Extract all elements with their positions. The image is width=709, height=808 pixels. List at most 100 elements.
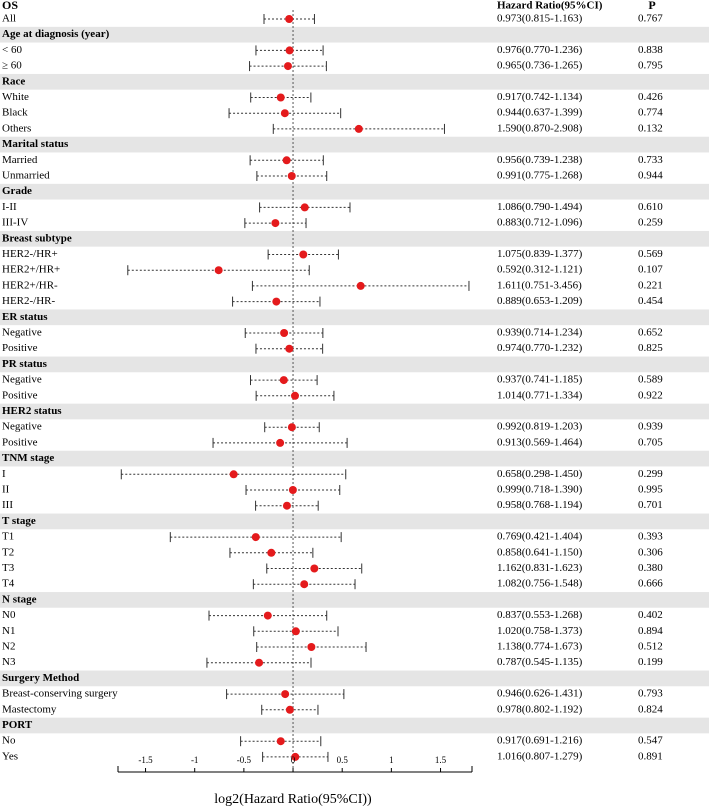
ci-text: 0.939(0.714-1.234) bbox=[497, 327, 583, 339]
row-label: ≥ 60 bbox=[2, 60, 22, 72]
ci-text: 0.858(0.641-1.150) bbox=[497, 546, 583, 558]
row-label: T4 bbox=[2, 578, 15, 590]
ci-text: 0.837(0.553-1.268) bbox=[497, 609, 583, 621]
row-label: HER2+/HR- bbox=[2, 279, 58, 291]
p-value: 0.569 bbox=[638, 248, 663, 260]
group-band bbox=[0, 356, 709, 373]
group-label: Marital status bbox=[2, 138, 69, 150]
hr-point bbox=[276, 93, 285, 102]
row-label: HER2+/HR+ bbox=[2, 264, 60, 276]
ci-text: 0.946(0.626-1.431) bbox=[497, 688, 583, 700]
hr-point bbox=[354, 124, 363, 133]
p-value: 0.795 bbox=[638, 60, 663, 72]
ci-text: 1.086(0.790-1.494) bbox=[497, 201, 583, 213]
hr-point bbox=[285, 344, 294, 353]
p-value: 0.995 bbox=[638, 484, 663, 496]
group-band bbox=[0, 670, 709, 687]
header-ci: Hazard Ratio(95%CI) bbox=[497, 0, 603, 12]
hr-point bbox=[287, 423, 296, 432]
ci-text: 0.956(0.739-1.238) bbox=[497, 154, 583, 166]
ci-text: 0.976(0.770-1.236) bbox=[497, 44, 583, 56]
ci-text: 0.991(0.775-1.268) bbox=[497, 170, 583, 182]
hr-point bbox=[300, 580, 309, 589]
row-label: HER2-/HR+ bbox=[2, 248, 58, 260]
x-tick-label: 1 bbox=[389, 755, 394, 765]
p-value: 0.922 bbox=[638, 389, 663, 401]
p-value: 0.838 bbox=[638, 44, 663, 56]
header-group: OS bbox=[2, 0, 18, 12]
header-p: P bbox=[648, 0, 655, 12]
hr-point bbox=[280, 329, 289, 337]
row-label: T2 bbox=[2, 546, 14, 558]
ci-text: 0.965(0.736-1.265) bbox=[497, 60, 583, 72]
x-tick-label: 1.5 bbox=[435, 755, 447, 765]
hr-point bbox=[280, 109, 289, 118]
hr-point bbox=[267, 548, 276, 557]
hr-point bbox=[285, 46, 294, 55]
group-label: Grade bbox=[2, 185, 32, 197]
p-value: 0.666 bbox=[638, 578, 663, 590]
hr-point bbox=[285, 705, 294, 714]
row-label: No bbox=[2, 735, 16, 747]
group-band bbox=[0, 136, 709, 153]
row-label: Mastectomy bbox=[2, 703, 57, 715]
row-label: Positive bbox=[2, 389, 38, 401]
row-label: III-IV bbox=[2, 217, 28, 229]
x-tick-label: -1 bbox=[191, 755, 199, 765]
x-tick-label: 0.5 bbox=[337, 755, 349, 765]
hr-point bbox=[287, 172, 296, 180]
p-value: 0.199 bbox=[638, 656, 663, 668]
row-label: Negative bbox=[2, 421, 42, 433]
ci-text: 0.978(0.802-1.192) bbox=[497, 703, 583, 715]
row-label: II bbox=[2, 484, 10, 496]
hr-point bbox=[291, 391, 300, 400]
row-label: III bbox=[2, 499, 13, 511]
ci-text: 1.162(0.831-1.623) bbox=[497, 562, 583, 574]
hr-point bbox=[263, 611, 272, 620]
x-tick-label: 0 bbox=[291, 755, 296, 765]
hr-point bbox=[299, 250, 308, 259]
row-label: T3 bbox=[2, 562, 15, 574]
p-value: 0.547 bbox=[638, 735, 663, 747]
hr-point bbox=[291, 627, 300, 636]
ci-text: 1.082(0.756-1.548) bbox=[497, 578, 583, 590]
hr-point bbox=[285, 15, 294, 23]
ci-text: 1.611(0.751-3.456) bbox=[497, 279, 582, 291]
row-label: HER2-/HR- bbox=[2, 295, 56, 307]
row-label: N2 bbox=[2, 641, 15, 653]
row-label: Married bbox=[2, 154, 38, 166]
group-label: HER2 status bbox=[2, 405, 62, 417]
x-axis-label: log2(Hazard Ratio(95%CI)) bbox=[214, 792, 372, 807]
ci-text: 1.138(0.774-1.673) bbox=[497, 641, 583, 653]
group-label: T stage bbox=[2, 515, 36, 527]
hr-point bbox=[291, 752, 300, 761]
p-value: 0.767 bbox=[638, 13, 663, 25]
group-label: TNM stage bbox=[2, 452, 54, 464]
x-tick-label: -0.5 bbox=[237, 755, 252, 765]
group-label: Race bbox=[2, 75, 25, 87]
row-label: T1 bbox=[2, 531, 14, 543]
p-value: 0.512 bbox=[638, 641, 663, 653]
row-label: < 60 bbox=[2, 44, 22, 56]
p-value: 0.132 bbox=[638, 122, 663, 134]
ci-text: 0.913(0.569-1.464) bbox=[497, 436, 583, 448]
hr-point bbox=[356, 281, 365, 290]
row-label: Negative bbox=[2, 374, 42, 386]
p-value: 0.221 bbox=[638, 279, 663, 291]
ci-text: 0.769(0.421-1.404) bbox=[497, 531, 583, 543]
p-value: 0.306 bbox=[638, 546, 663, 558]
hr-point bbox=[282, 156, 291, 165]
group-band bbox=[0, 230, 709, 247]
hr-point bbox=[288, 486, 297, 494]
row-label: N0 bbox=[2, 609, 16, 621]
p-value: 0.299 bbox=[638, 468, 663, 480]
group-band bbox=[0, 73, 709, 90]
hr-point bbox=[214, 266, 223, 275]
row-label: I-II bbox=[2, 201, 17, 213]
hr-point bbox=[271, 219, 280, 228]
hr-point bbox=[272, 297, 281, 306]
group-band bbox=[0, 309, 709, 326]
p-value: 0.393 bbox=[638, 531, 663, 543]
group-label: ER status bbox=[2, 311, 48, 323]
hr-point bbox=[229, 470, 238, 479]
